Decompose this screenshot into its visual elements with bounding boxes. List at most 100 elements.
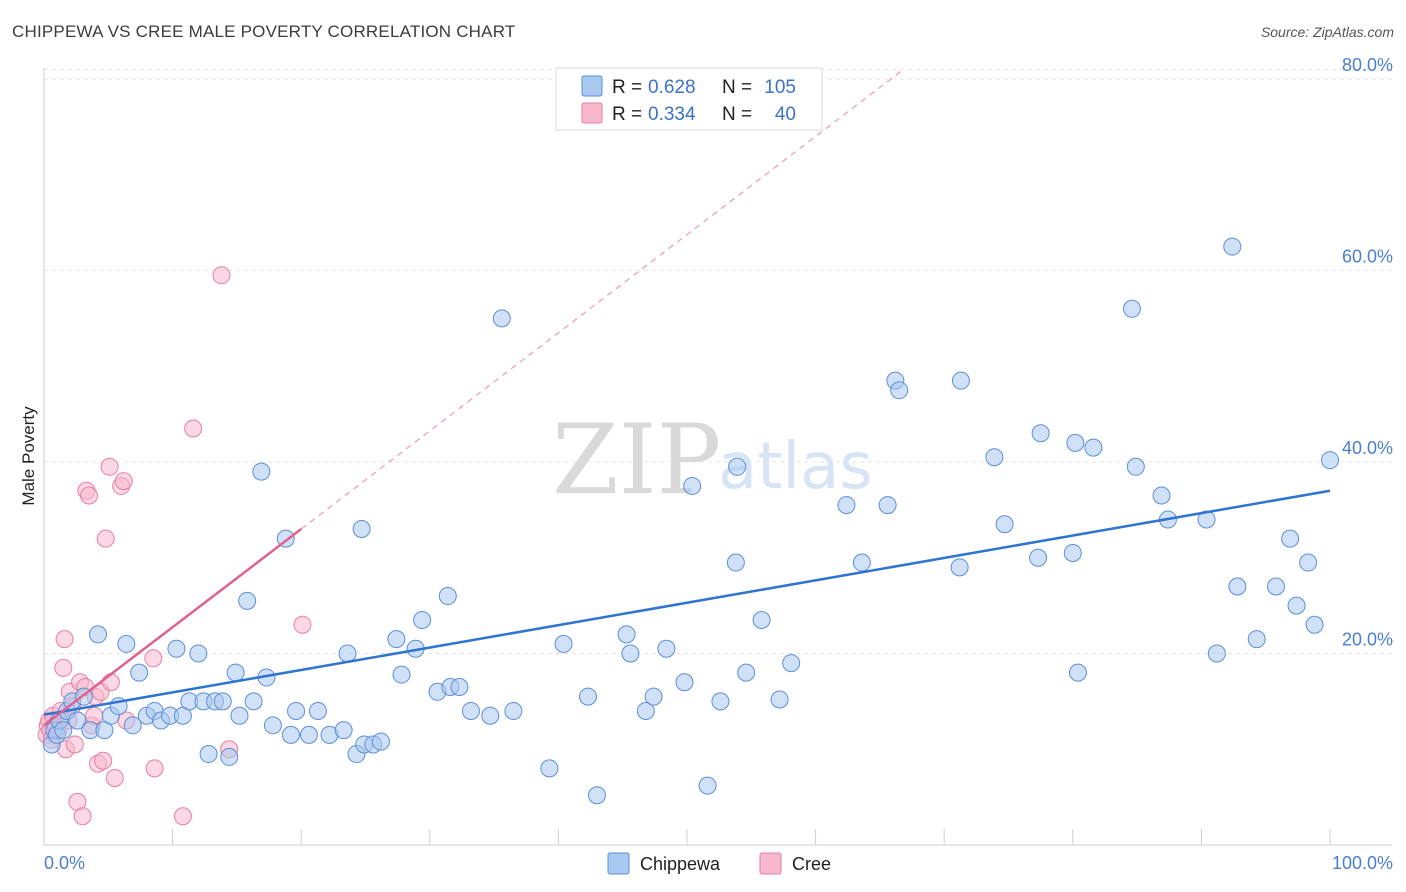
x-tick-label-max: 100.0%	[1332, 853, 1393, 873]
chippewa-point	[1266, 577, 1285, 596]
cree-point	[212, 266, 231, 285]
legend-r-value-cree: 0.334	[648, 104, 696, 125]
chippewa-point	[636, 701, 655, 720]
chippewa-point	[263, 716, 282, 735]
chippewa-point	[89, 625, 108, 644]
chippewa-point	[1223, 237, 1242, 256]
trend-lines	[43, 70, 1331, 727]
y-tick-label: 20.0%	[1342, 630, 1393, 650]
chippewa-point	[287, 701, 306, 720]
chippewa-point	[951, 371, 970, 390]
chippewa-point	[213, 692, 232, 711]
chippewa-point	[481, 706, 500, 725]
watermark-zip: ZIP	[552, 404, 721, 516]
chippewa-point	[338, 644, 357, 663]
cree-point	[94, 751, 113, 770]
legend-r-label-cree: R =	[612, 104, 642, 125]
cree-point	[114, 472, 133, 491]
chippewa-point	[130, 663, 149, 682]
chippewa-point	[711, 692, 730, 711]
legend-r-value-chippewa: 0.628	[648, 77, 696, 98]
cree-trend-extension	[300, 70, 902, 530]
chippewa-point	[252, 462, 271, 481]
chippewa-point	[644, 687, 663, 706]
chippewa-point	[244, 692, 263, 711]
chippewa-point	[492, 309, 511, 328]
chippewa-point	[387, 630, 406, 649]
cree-point	[54, 658, 73, 677]
chippewa-point	[837, 496, 856, 515]
chippewa-point	[698, 776, 717, 795]
legend-swatch-cree	[581, 102, 603, 124]
chippewa-point	[995, 515, 1014, 534]
chippewa-points	[42, 237, 1339, 805]
chippewa-point	[621, 644, 640, 663]
chippewa-point	[1126, 457, 1145, 476]
chippewa-point	[167, 639, 186, 658]
y-tick-labels: 20.0% 40.0% 60.0% 80.0%	[1342, 55, 1393, 650]
chippewa-point	[1281, 529, 1300, 548]
chippewa-point	[299, 725, 318, 744]
chippewa-point	[392, 665, 411, 684]
legend-swatch-chippewa	[581, 75, 603, 97]
chippewa-point	[189, 644, 208, 663]
legend-n-label-chippewa: N =	[722, 77, 752, 98]
chippewa-point	[1247, 630, 1266, 649]
chippewa-point	[683, 476, 702, 495]
chippewa-point	[878, 496, 897, 515]
bottom-legend-label-chippewa: Chippewa	[640, 854, 721, 874]
y-axis-label: Male Poverty	[19, 406, 38, 506]
chippewa-point	[726, 553, 745, 572]
y-tick-label: 60.0%	[1342, 247, 1393, 267]
chippewa-point	[1152, 486, 1171, 505]
cree-point	[65, 735, 84, 754]
chippewa-point	[1031, 424, 1050, 443]
cree-point	[80, 486, 99, 505]
chippewa-point	[728, 457, 747, 476]
chippewa-point	[587, 786, 606, 805]
cree-point	[173, 807, 192, 826]
grid-layer	[44, 68, 1392, 654]
chippewa-point	[1207, 644, 1226, 663]
bottom-legend-swatch-chippewa	[607, 852, 630, 875]
chippewa-point	[199, 745, 218, 764]
chippewa-point	[617, 625, 636, 644]
bottom-legend-label-cree: Cree	[792, 854, 831, 874]
chippewa-point	[281, 725, 300, 744]
legend-n-label-cree: N =	[722, 104, 752, 125]
chippewa-point	[238, 591, 257, 610]
cree-point	[144, 649, 163, 668]
chippewa-point	[123, 716, 142, 735]
chippewa-point	[438, 587, 457, 606]
chippewa-point	[852, 553, 871, 572]
chippewa-point	[1066, 433, 1085, 452]
cree-point	[73, 807, 92, 826]
chippewa-point	[1068, 663, 1087, 682]
source-label: Source: ZipAtlas.com	[1260, 24, 1394, 40]
cree-points	[37, 266, 312, 826]
chippewa-point	[1287, 596, 1306, 615]
chippewa-point	[578, 687, 597, 706]
chippewa-point	[782, 654, 801, 673]
chippewa-point	[1029, 548, 1048, 567]
chippewa-point	[770, 690, 789, 709]
cree-point	[55, 630, 74, 649]
chippewa-point	[752, 610, 771, 629]
chippewa-point	[950, 558, 969, 577]
chippewa-point	[554, 634, 573, 653]
chippewa-point	[450, 678, 469, 697]
y-tick-label: 80.0%	[1342, 55, 1393, 75]
chippewa-point	[1305, 615, 1324, 634]
chart-title: CHIPPEWA VS CREE MALE POVERTY CORRELATIO…	[12, 22, 516, 41]
legend-r-label-chippewa: R =	[612, 77, 642, 98]
cree-point	[293, 615, 312, 634]
chippewa-point	[1122, 299, 1141, 318]
chippewa-point	[220, 747, 239, 766]
chippewa-point	[1299, 553, 1318, 572]
chippewa-point	[308, 701, 327, 720]
legend: R = 0.628 N = 105 R = 0.334 N = 40	[555, 67, 823, 131]
chippewa-point	[657, 639, 676, 658]
cree-point	[101, 673, 120, 692]
chippewa-point	[413, 610, 432, 629]
